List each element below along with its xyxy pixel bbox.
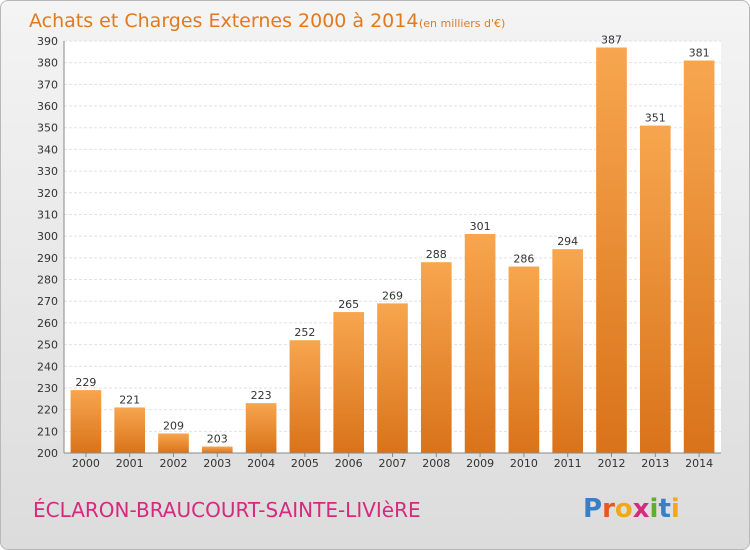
bar-2006 — [333, 312, 365, 453]
logo-letter: i — [650, 494, 659, 524]
x-tick-label-2004: 2004 — [247, 457, 275, 470]
y-tick-label: 210 — [37, 425, 58, 438]
logo-letter: x — [633, 494, 650, 524]
data-label-2007: 269 — [382, 289, 403, 302]
y-tick-label: 300 — [37, 230, 58, 243]
data-label-2001: 221 — [119, 393, 140, 406]
commune-name: ÉCLARON-BRAUCOURT-SAINTE-LIVIèRE — [33, 498, 421, 522]
bar-2000 — [70, 390, 102, 453]
x-tick-label-2007: 2007 — [379, 457, 407, 470]
x-tick-label-2010: 2010 — [510, 457, 538, 470]
x-tick-label-2012: 2012 — [598, 457, 626, 470]
bar-2002 — [158, 433, 189, 453]
y-tick-label: 240 — [37, 360, 58, 373]
bars — [70, 47, 715, 454]
bar-2013 — [639, 125, 671, 453]
data-label-2002: 209 — [163, 419, 184, 432]
x-tick-label-2002: 2002 — [160, 457, 188, 470]
data-label-2011: 294 — [557, 235, 578, 248]
y-tick-label: 280 — [37, 274, 58, 287]
y-tick-label: 200 — [37, 447, 58, 460]
y-tick-label: 260 — [37, 317, 58, 330]
y-tick-label: 340 — [37, 143, 58, 156]
bar-2004 — [245, 403, 277, 453]
y-axis-ticks: 200 210 220 230 240 250 260 270 280 290 300 310 320 3… — [37, 35, 58, 460]
bar-2014 — [683, 60, 715, 454]
logo-letter: P — [583, 494, 602, 524]
chart-subtitle: (en milliers d'€) — [419, 17, 505, 30]
x-tick-label-2014: 2014 — [685, 457, 713, 470]
bar-2005 — [289, 340, 321, 453]
x-tick-label-2011: 2011 — [554, 457, 582, 470]
x-tick-label-2006: 2006 — [335, 457, 363, 470]
data-label-2000: 229 — [75, 376, 96, 389]
y-tick-label: 330 — [37, 165, 58, 178]
y-tick-label: 220 — [37, 404, 58, 417]
y-tick-label: 350 — [37, 122, 58, 135]
bar-2007 — [377, 303, 408, 453]
logo-letter: r — [602, 494, 615, 524]
x-tick-label-2001: 2001 — [116, 457, 144, 470]
chart-title: Achats et Charges Externes 2000 à 2014 — [29, 10, 418, 32]
x-tick-label-2003: 2003 — [203, 457, 231, 470]
y-tick-label: 290 — [37, 252, 58, 265]
logo-letter: o — [615, 494, 633, 524]
data-label-2014: 381 — [689, 47, 710, 60]
data-label-2004: 223 — [251, 389, 272, 402]
x-tick-label-2005: 2005 — [291, 457, 319, 470]
y-tick-label: 370 — [37, 78, 58, 91]
y-tick-label: 390 — [37, 35, 58, 48]
y-tick-label: 270 — [37, 295, 58, 308]
bar-2012 — [596, 47, 627, 454]
y-tick-label: 360 — [37, 100, 58, 113]
bar-2001 — [114, 407, 146, 453]
y-tick-label: 380 — [37, 57, 58, 70]
bar-2009 — [464, 233, 496, 453]
logo-letter: i — [671, 494, 680, 524]
bar-2010 — [508, 266, 540, 453]
x-tick-label-2008: 2008 — [422, 457, 450, 470]
bar-2008 — [420, 262, 452, 453]
data-label-2003: 203 — [207, 432, 228, 445]
y-tick-label: 310 — [37, 208, 58, 221]
data-label-2008: 288 — [426, 248, 447, 261]
data-label-2013: 351 — [645, 112, 666, 125]
data-label-2005: 252 — [294, 326, 315, 339]
data-label-2006: 265 — [338, 298, 359, 311]
y-tick-label: 230 — [37, 382, 58, 395]
data-labels: 229 221 209 203 223 252 265 269 288 301 286 294 387 3… — [75, 34, 709, 446]
proxiti-logo: Proxiti — [583, 494, 680, 524]
x-tick-label-2013: 2013 — [641, 457, 669, 470]
logo-letter: t — [658, 494, 670, 524]
x-axis-ticks: 2000 2001 2002 2003 2004 2005 2006 2007 2008 2009… — [72, 453, 713, 470]
x-tick-label-2000: 2000 — [72, 457, 100, 470]
data-label-2010: 286 — [513, 253, 534, 266]
bar-2011 — [552, 249, 584, 453]
y-tick-label: 250 — [37, 339, 58, 352]
data-label-2009: 301 — [470, 220, 491, 233]
x-tick-label-2009: 2009 — [466, 457, 494, 470]
y-tick-label: 320 — [37, 187, 58, 200]
data-label-2012: 387 — [601, 34, 622, 47]
bar-2003 — [201, 446, 233, 453]
